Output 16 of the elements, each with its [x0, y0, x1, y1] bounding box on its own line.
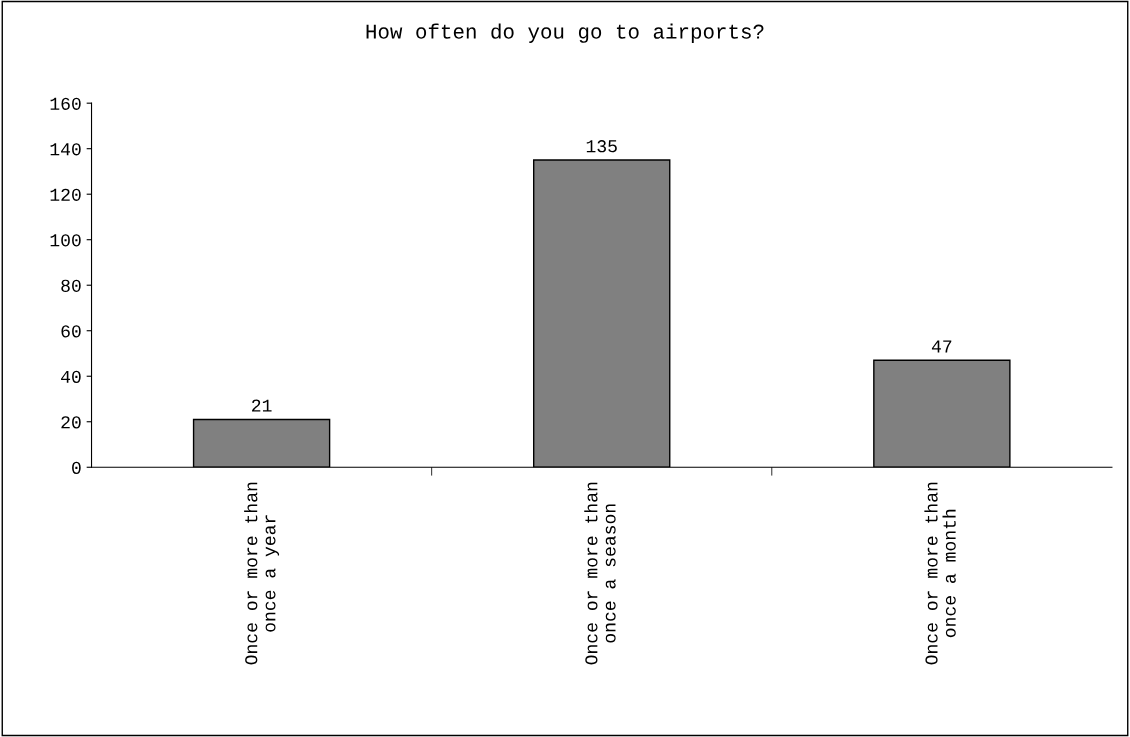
y-tick-label: 140: [50, 143, 81, 156]
chart-title: How often do you go to airports?: [366, 23, 764, 43]
data-label: 135: [586, 140, 617, 153]
y-tick-label: 160: [50, 97, 81, 110]
x-tick-label: Once or more than once a month: [924, 482, 956, 665]
data-label: 21: [252, 399, 272, 412]
data-label: 47: [931, 340, 952, 353]
y-tick-label: 40: [61, 370, 81, 383]
y-tick-label: 100: [50, 234, 81, 247]
x-tick-label: Once or more than once a year: [244, 482, 280, 665]
y-tick-label: 0: [72, 461, 81, 474]
y-tick-label: 120: [50, 188, 81, 201]
y-tick-label: 20: [61, 416, 81, 429]
y-tick-label: 80: [61, 279, 81, 292]
y-tick-label: 60: [61, 325, 81, 338]
x-tick-label: Once or more than once a season: [584, 482, 616, 665]
